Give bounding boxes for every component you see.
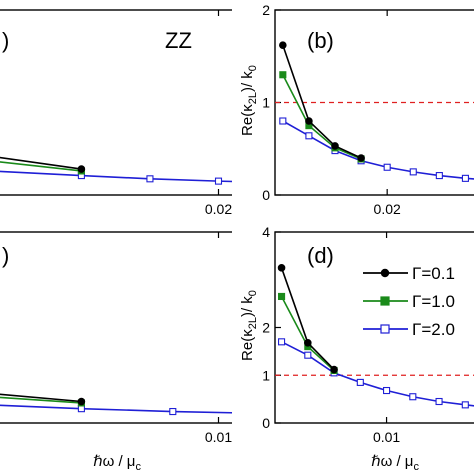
panel-annotation: ZZ <box>165 28 192 53</box>
x-tick-label: 0.02 <box>374 201 401 217</box>
x-tick-label: 0.01 <box>205 429 232 445</box>
legend-entry: Γ=0.1 <box>412 264 455 283</box>
y-axis-title-part: Re(κ <box>239 104 256 136</box>
data-point <box>409 393 417 401</box>
x-axis-title-subscript: c <box>413 461 419 473</box>
data-point <box>169 407 177 416</box>
y-axis-title-subscript: 0 <box>247 65 259 71</box>
data-point <box>356 378 364 386</box>
data-point <box>279 71 287 79</box>
series-line <box>0 161 82 172</box>
legend-entry: Γ=2.0 <box>412 320 455 339</box>
y-axis-title-subscript: 0 <box>247 290 259 296</box>
series-line <box>0 393 82 403</box>
y-tick-label: 0 <box>262 415 270 431</box>
data-point <box>304 351 312 359</box>
panel-label: (b) <box>307 28 334 53</box>
series-line <box>282 44 362 159</box>
data-point <box>277 264 286 272</box>
y-axis-title-part: )/ k <box>239 71 256 92</box>
panel-label: ) <box>2 243 9 268</box>
y-axis-title: Re(κ2L)/ k0 <box>239 290 259 361</box>
panel-label: ) <box>2 28 9 53</box>
data-point <box>357 154 365 162</box>
panel-background <box>232 2 474 227</box>
data-point <box>461 174 469 182</box>
data-point <box>77 397 86 406</box>
data-point <box>77 405 85 413</box>
y-tick-label: 1 <box>262 367 270 383</box>
data-point <box>383 386 391 395</box>
panel-label: (d) <box>307 243 334 268</box>
plot-area <box>275 41 474 182</box>
data-point <box>278 338 286 346</box>
data-point <box>409 168 417 176</box>
y-axis-title-subscript: 2L <box>247 317 259 329</box>
data-point <box>77 165 86 173</box>
data-point <box>331 142 339 150</box>
y-tick-label: 2 <box>262 2 270 18</box>
y-axis-title: Re(κ2L)/ k0 <box>239 65 259 136</box>
legend: Γ=0.1 Γ=1.0 Γ=2.0 <box>363 264 455 339</box>
x-axis-title: ℏω / μc <box>93 453 141 473</box>
y-tick-label: 4 <box>262 224 270 240</box>
data-point <box>305 117 313 125</box>
y-tick-label: 1 <box>262 95 270 111</box>
data-point <box>435 397 443 406</box>
series-line <box>282 74 362 160</box>
y-tick-label: 0 <box>262 187 270 203</box>
series-line <box>0 156 82 170</box>
legend-marker <box>380 268 390 278</box>
x-axis-title-subscript: c <box>135 461 141 473</box>
legend-entry: Γ=1.0 <box>412 292 455 311</box>
data-point <box>279 117 287 125</box>
data-point <box>304 338 312 347</box>
data-point <box>435 172 443 180</box>
x-axis-title-part: ℏω / μ <box>93 453 135 470</box>
data-point <box>214 177 223 185</box>
data-point <box>305 132 313 140</box>
legend-marker <box>380 296 390 306</box>
data-point <box>278 292 286 301</box>
series-line <box>0 396 82 404</box>
legend-marker <box>380 324 390 334</box>
data-point <box>461 401 469 409</box>
data-point <box>330 365 338 374</box>
data-point <box>383 163 391 171</box>
y-axis-title-subscript: 2L <box>247 92 259 104</box>
y-axis-title-part: Re(κ <box>239 329 256 361</box>
x-tick-label: 0.02 <box>205 201 232 217</box>
x-axis-title-part: ℏω / μ <box>371 453 413 470</box>
panel-background <box>232 224 474 455</box>
data-point <box>279 41 287 49</box>
data-point <box>146 175 154 183</box>
x-tick-label: 0.01 <box>373 429 400 445</box>
x-axis-title: ℏω / μc <box>371 453 419 473</box>
y-tick-label: 2 <box>262 320 270 336</box>
plot-area <box>275 264 474 409</box>
y-axis-title-part: )/ k <box>239 296 256 317</box>
